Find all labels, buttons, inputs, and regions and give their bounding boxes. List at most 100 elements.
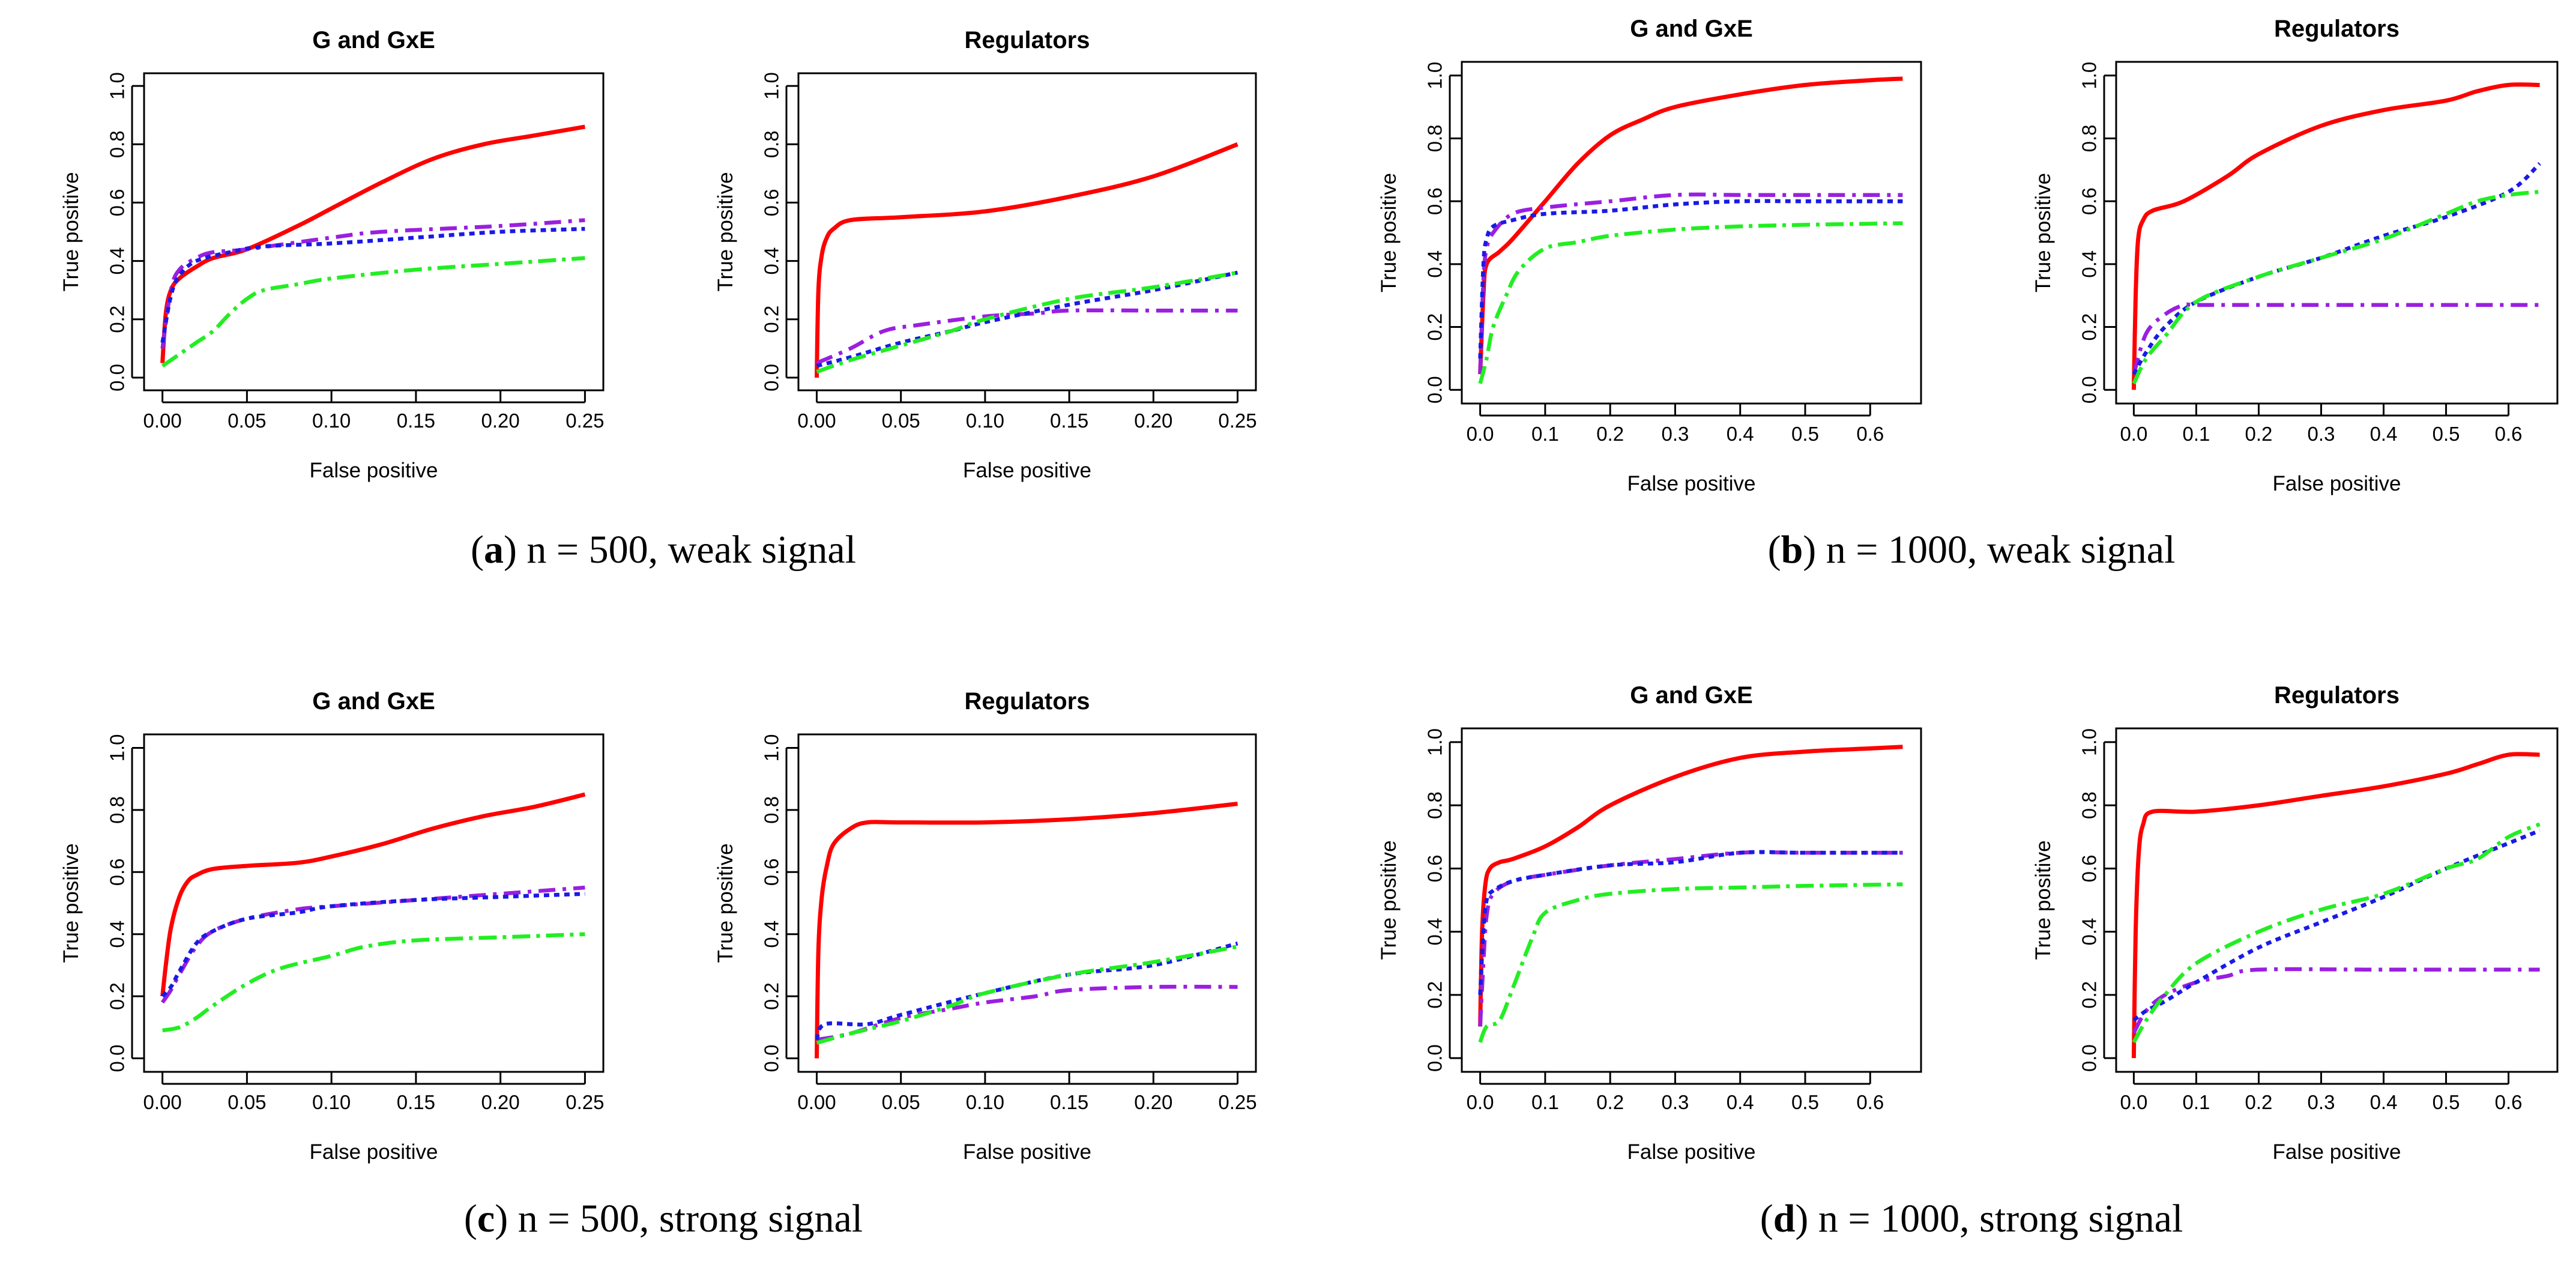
chart-4-series-red (2131, 82, 2540, 390)
chart-7-xtick-label: 0.6 (1856, 1091, 1884, 1113)
caption-b: (b) n = 1000, weak signal (1767, 528, 2176, 572)
chart-6-xtick-label: 0.00 (797, 1091, 836, 1113)
chart-6-xtick-label: 0.10 (966, 1091, 1004, 1113)
chart-3-series-red (1478, 76, 1903, 375)
chart-1-ytick-label: 0.8 (106, 130, 128, 158)
chart-3-frame (1461, 61, 1922, 405)
chart-7-xtick-label: 0.4 (1727, 1091, 1754, 1113)
chart-5: G and GxE 0.00 0.05 0.10 0.15 0.20 0.25 0.0 0.2 0… (59, 688, 605, 1164)
caption-a: (a) n = 500, weak signal (470, 528, 857, 572)
chart-8-xtick-label: 0.4 (2370, 1091, 2398, 1113)
chart-5-series-purple (160, 885, 585, 1004)
chart-2-xtick-label: 0.15 (1050, 410, 1088, 432)
chart-6-ylabel: True positive (714, 843, 737, 963)
chart-8-ylabel: True positive (2032, 840, 2055, 960)
chart-8-ytick-label: 0.4 (2078, 918, 2101, 946)
chart-3-series-blue (1478, 199, 1903, 359)
chart-3: G and GxE 0.0 0.1 0.2 0.3 0.4 0.5 0.6 0.0 0.2 0.4 0… (1377, 16, 1922, 495)
chart-4-ytick-label: 0.8 (2078, 125, 2101, 153)
chart-3-xtick-label: 0.2 (1596, 423, 1624, 445)
chart-8-xlabel: False positive (2273, 1140, 2401, 1164)
chart-4-ytick-label: 0.0 (2078, 376, 2101, 404)
chart-5-frame (143, 733, 605, 1073)
chart-1-series-green (161, 256, 585, 368)
chart-7-series-blue (1478, 850, 1903, 996)
chart-3-ytick-label: 0.4 (1424, 250, 1446, 278)
chart-8-series-blue (2132, 829, 2541, 1022)
chart-5-xtick-label: 0.00 (143, 1091, 181, 1113)
caption-d-text: n = 1000, strong signal (1818, 1197, 2183, 1241)
chart-3-ylabel: True positive (1377, 173, 1401, 292)
chart-6-ytick-label: 0.0 (761, 1045, 783, 1072)
chart-5-ytick-label: 0.2 (106, 982, 128, 1010)
chart-1-ytick-label: 0.6 (106, 189, 128, 216)
chart-8-xtick-label: 0.2 (2245, 1091, 2273, 1113)
chart-7-title: G and GxE (1630, 682, 1753, 709)
chart-4-ylabel: True positive (2032, 173, 2055, 292)
chart-2-frame (797, 72, 1257, 392)
caption-b-text: n = 1000, weak signal (1826, 528, 2176, 572)
chart-5-series-green (161, 932, 585, 1033)
chart-5-ytick-label: 1.0 (106, 734, 128, 762)
chart-8-ytick-label: 0.2 (2078, 981, 2101, 1009)
chart-8-xtick-label: 0.3 (2308, 1091, 2335, 1113)
chart-4-series-blue (2132, 162, 2541, 375)
chart-4-series-purple (2132, 302, 2540, 375)
chart-5-xlabel: False positive (310, 1140, 438, 1164)
chart-6-ytick-label: 1.0 (761, 734, 783, 762)
chart-6-xtick-label: 0.15 (1050, 1091, 1088, 1113)
chart-3-xtick-label: 0.0 (1467, 423, 1494, 445)
chart-8-series-red (2131, 752, 2540, 1059)
chart-8-series-purple (2132, 967, 2540, 1034)
chart-1-xtick-label: 0.00 (143, 410, 181, 432)
chart-1: G and GxE 0.00 0.05 0.10 0.15 0.20 0.25 0.0 0.2 0… (59, 27, 605, 482)
chart-3-series-green (1478, 221, 1903, 384)
chart-4-xtick-label: 0.0 (2120, 423, 2147, 445)
chart-2-xtick-label: 0.10 (966, 410, 1004, 432)
chart-8-xtick-label: 0.5 (2433, 1091, 2460, 1113)
chart-3-series-purple (1478, 192, 1903, 375)
chart-5-ytick-label: 0.8 (106, 796, 128, 824)
chart-8-ytick-label: 0.0 (2078, 1044, 2101, 1072)
chart-1-ytick-label: 0.4 (106, 247, 128, 275)
chart-1-xtick-label: 0.05 (228, 410, 266, 432)
chart-4-series-green (2132, 190, 2540, 385)
caption-a-text: n = 500, weak signal (526, 528, 857, 572)
chart-2-series-red (815, 142, 1238, 378)
chart-4-xlabel: False positive (2273, 472, 2401, 495)
chart-7-xtick-label: 0.3 (1661, 1091, 1689, 1113)
chart-5-ylabel: True positive (59, 843, 83, 963)
caption-b-letter: b (1781, 528, 1803, 572)
chart-3-ytick-label: 0.6 (1424, 187, 1446, 215)
chart-6-xtick-label: 0.20 (1134, 1091, 1172, 1113)
chart-7-ylabel: True positive (1377, 840, 1401, 960)
chart-4-xtick-label: 0.6 (2495, 423, 2523, 445)
chart-8-series-green (2132, 822, 2541, 1044)
chart-2-xtick-label: 0.00 (797, 410, 836, 432)
chart-2-ytick-label: 1.0 (761, 72, 783, 100)
chart-7-ytick-label: 0.6 (1424, 854, 1446, 882)
chart-8-title: Regulators (2274, 682, 2400, 709)
chart-2-series-green (816, 270, 1238, 374)
chart-8: Regulators 0.0 0.1 0.2 0.3 0.4 0.5 0.6 0.0 0.2 0.4… (2032, 682, 2559, 1164)
chart-6: Regulators 0.00 0.05 0.10 0.15 0.20 0.25 0.0 0.2… (714, 688, 1257, 1164)
chart-4-title: Regulators (2274, 16, 2400, 42)
chart-3-ytick-label: 0.8 (1424, 125, 1446, 153)
chart-5-series-blue (161, 892, 585, 998)
chart-2-ylabel: True positive (714, 172, 737, 291)
chart-2-ytick-label: 0.8 (761, 130, 783, 158)
chart-7-xtick-label: 0.0 (1467, 1091, 1494, 1113)
caption-c-letter: c (477, 1197, 495, 1241)
chart-8-frame (2115, 727, 2559, 1073)
chart-2-series-blue (816, 270, 1238, 368)
chart-1-title: G and GxE (312, 27, 435, 53)
chart-2-xtick-label: 0.05 (882, 410, 920, 432)
chart-4-ytick-label: 1.0 (2078, 62, 2101, 89)
chart-6-series-green (816, 945, 1238, 1045)
chart-7-xtick-label: 0.2 (1596, 1091, 1624, 1113)
chart-2-title: Regulators (965, 27, 1090, 53)
caption-c: (c) n = 500, strong signal (463, 1197, 863, 1241)
chart-7-series-red (1478, 745, 1903, 1027)
